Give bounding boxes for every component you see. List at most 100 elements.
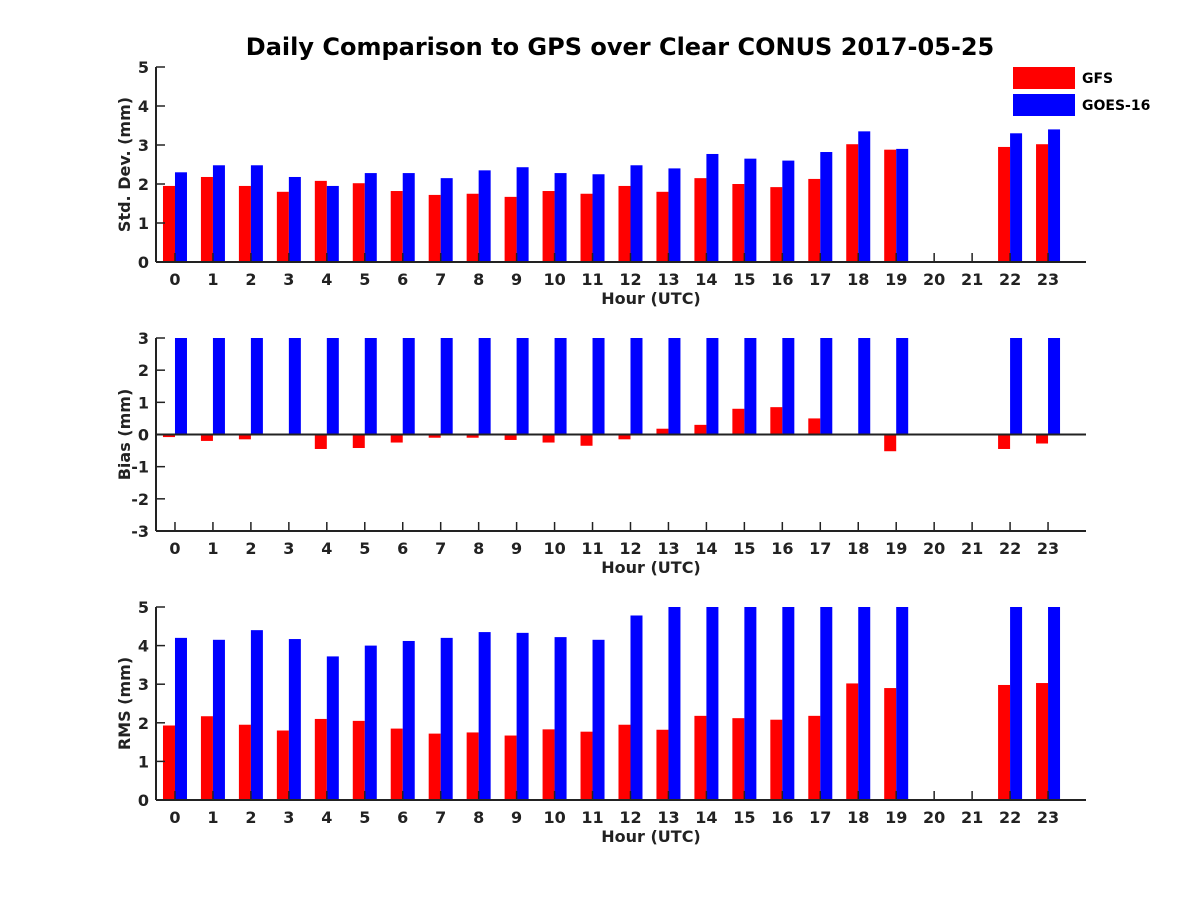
x-tick-label: 0	[169, 270, 180, 289]
bar-goes-16-hour-18	[858, 131, 871, 262]
x-tick-label: 0	[169, 539, 180, 558]
bar-gfs-hour-12	[618, 185, 631, 262]
bar-goes-16-hour-14	[706, 607, 719, 800]
x-tick-label: 10	[543, 808, 565, 827]
x-tick-label: 23	[1037, 539, 1059, 558]
bar-gfs-hour-18	[846, 144, 859, 262]
legend: GFS GOES-16	[1013, 67, 1150, 116]
x-tick-label: 10	[543, 270, 565, 289]
bar-gfs-hour-7	[428, 733, 441, 800]
bar-goes-16-hour-12	[630, 165, 643, 262]
y-tick-label: 2	[138, 714, 149, 733]
bar-gfs-hour-9	[504, 434, 517, 440]
bar-goes-16-hour-23	[1048, 338, 1061, 435]
bar-goes-16-hour-16	[782, 160, 795, 262]
x-tick-label: 15	[733, 270, 755, 289]
bar-gfs-hour-5	[352, 720, 365, 800]
y-tick-label: 2	[138, 361, 149, 380]
x-tick-label: 9	[511, 539, 522, 558]
y-tick-label: 1	[138, 393, 149, 412]
bar-goes-16-hour-15	[744, 158, 757, 262]
x-tick-label: 8	[473, 808, 484, 827]
x-tick-label: 23	[1037, 808, 1059, 827]
bar-gfs-hour-16	[770, 187, 783, 262]
bar-gfs-hour-11	[580, 193, 593, 262]
bar-gfs-hour-23	[1036, 434, 1049, 444]
x-tick-label: 19	[885, 270, 907, 289]
bar-goes-16-hour-19	[896, 607, 909, 800]
bar-goes-16-hour-22	[1010, 133, 1023, 262]
x-tick-label: 6	[397, 808, 408, 827]
x-tick-label: 15	[733, 808, 755, 827]
x-tick-label: 6	[397, 539, 408, 558]
bar-gfs-hour-7	[428, 434, 441, 438]
y-tick-label: 5	[138, 598, 149, 617]
bar-gfs-hour-17	[808, 715, 821, 800]
x-tick-label: 4	[321, 270, 332, 289]
y-tick-label: 3	[138, 675, 149, 694]
bar-goes-16-hour-6	[402, 640, 415, 800]
bar-gfs-hour-1	[200, 176, 213, 262]
x-tick-label: 11	[581, 808, 603, 827]
bar-goes-16-hour-5	[364, 173, 377, 262]
bar-gfs-hour-9	[504, 196, 517, 262]
bar-goes-16-hour-15	[744, 607, 757, 800]
bar-goes-16-hour-15	[744, 338, 757, 435]
bar-goes-16-hour-7	[440, 338, 453, 435]
x-tick-label: 16	[771, 539, 793, 558]
bar-goes-16-hour-14	[706, 338, 719, 435]
x-tick-label: 12	[619, 808, 641, 827]
x-tick-label: 13	[657, 270, 679, 289]
bar-goes-16-hour-2	[250, 338, 263, 435]
bar-gfs-hour-22	[998, 434, 1011, 449]
bar-goes-16-hour-17	[820, 338, 833, 435]
legend-label-gfs: GFS	[1082, 71, 1113, 87]
bar-gfs-hour-19	[884, 434, 897, 452]
x-axis-label: Hour (UTC)	[601, 289, 701, 308]
bar-gfs-hour-15	[732, 408, 745, 435]
x-tick-label: 17	[809, 539, 831, 558]
x-tick-label: 6	[397, 270, 408, 289]
x-tick-label: 5	[359, 270, 370, 289]
bar-gfs-hour-0	[162, 434, 175, 438]
bar-goes-16-hour-9	[516, 338, 529, 435]
bar-goes-16-hour-19	[896, 148, 909, 262]
legend-swatch-gfs	[1013, 67, 1075, 89]
x-tick-label: 1	[207, 270, 218, 289]
y-tick-label: -3	[131, 522, 149, 541]
bar-gfs-hour-4	[314, 718, 327, 800]
bar-goes-16-hour-18	[858, 607, 871, 800]
bar-gfs-hour-8	[466, 193, 479, 262]
bar-gfs-hour-17	[808, 418, 821, 435]
x-tick-label: 12	[619, 539, 641, 558]
x-tick-label: 14	[695, 270, 717, 289]
x-tick-label: 18	[847, 270, 869, 289]
x-tick-label: 21	[961, 808, 983, 827]
bar-gfs-hour-10	[542, 191, 555, 262]
bar-gfs-hour-6	[390, 728, 403, 800]
bar-gfs-hour-12	[618, 434, 631, 440]
x-tick-label: 7	[435, 808, 446, 827]
x-tick-label: 18	[847, 808, 869, 827]
bar-gfs-hour-8	[466, 434, 479, 438]
x-tick-label: 22	[999, 270, 1021, 289]
bar-goes-16-hour-7	[440, 178, 453, 262]
bar-goes-16-hour-22	[1010, 338, 1023, 435]
x-tick-label: 3	[283, 808, 294, 827]
y-tick-label: 0	[138, 426, 149, 445]
bar-goes-16-hour-1	[212, 338, 225, 435]
bar-gfs-hour-17	[808, 178, 821, 262]
x-tick-label: 21	[961, 270, 983, 289]
x-axis-label: Hour (UTC)	[601, 558, 701, 577]
y-tick-label: 2	[138, 175, 149, 194]
x-tick-label: 13	[657, 808, 679, 827]
bar-gfs-hour-2	[238, 185, 251, 262]
bar-gfs-hour-14	[694, 178, 707, 262]
bar-goes-16-hour-14	[706, 153, 719, 262]
bar-goes-16-hour-0	[174, 637, 187, 800]
bar-goes-16-hour-10	[554, 338, 567, 435]
bar-gfs-hour-12	[618, 724, 631, 800]
y-tick-label: 3	[138, 329, 149, 348]
